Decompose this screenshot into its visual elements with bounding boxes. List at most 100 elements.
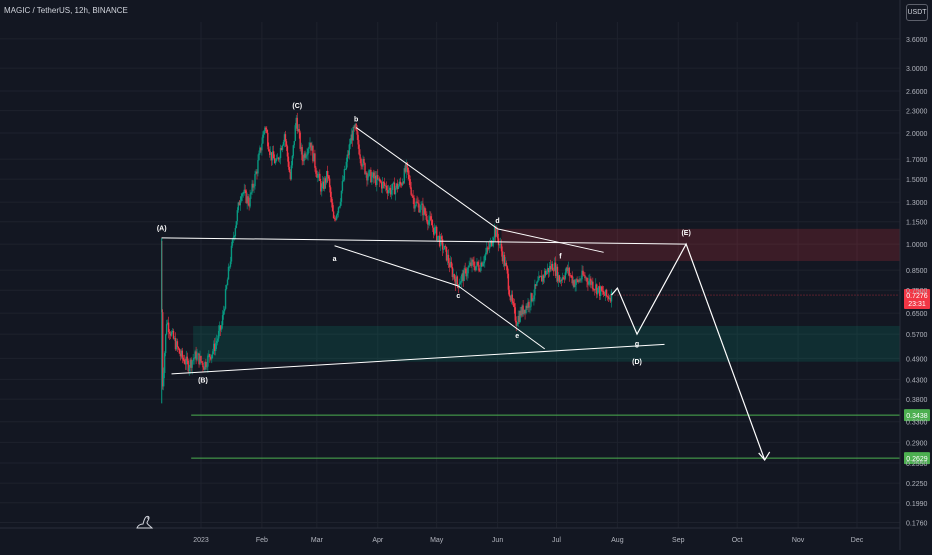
candle-body <box>597 288 599 295</box>
candle-body <box>476 261 478 266</box>
candle-body <box>452 274 455 278</box>
level-price-label: 0.3438 <box>906 413 928 420</box>
candle-body <box>300 147 302 149</box>
candle-body <box>552 270 555 272</box>
candle-body <box>362 158 364 167</box>
candle-body <box>216 340 218 344</box>
candle-body <box>427 221 429 225</box>
candle-body <box>401 182 404 186</box>
candle-body <box>218 325 221 331</box>
symbol-title: MAGIC / TetherUS, 12h, BINANCE <box>4 6 128 15</box>
candle-body <box>511 294 514 302</box>
candle-body <box>380 181 382 183</box>
candle-body <box>606 296 609 298</box>
candle-body <box>188 367 190 372</box>
candle-body <box>208 354 210 356</box>
candle-body <box>209 354 211 358</box>
candle-body <box>480 262 482 271</box>
candle-body <box>341 181 344 191</box>
y-tick-label: 1.5000 <box>906 177 928 184</box>
candle-body <box>535 284 537 286</box>
time-axis[interactable]: 2023 Feb Mar Apr May Jun Jul Aug Sep Oct Nov Dec <box>0 527 900 544</box>
candle-body <box>540 275 542 277</box>
wave-label: (A) <box>157 225 167 232</box>
candle-body <box>454 278 457 286</box>
candle-body <box>549 265 552 270</box>
candle-body <box>444 245 447 247</box>
support-zone <box>193 325 901 362</box>
candle-body <box>384 185 387 187</box>
candle-body <box>412 195 414 198</box>
candle-body <box>598 286 600 289</box>
price-axis[interactable]: 3.6000 3.0000 2.6000 2.3000 2.0000 1.7000 1.50… <box>899 0 928 550</box>
candle-body <box>178 348 181 354</box>
candle-body <box>484 255 486 262</box>
candle-body <box>554 262 557 276</box>
y-tick-label: 1.3000 <box>906 200 928 207</box>
candle-body <box>509 296 512 301</box>
candle-body <box>420 204 422 210</box>
candle-body <box>589 278 591 282</box>
candle-body <box>475 265 477 271</box>
candle-body <box>434 227 436 235</box>
candle-body <box>417 202 419 204</box>
candle-body <box>378 178 380 180</box>
candle-body <box>568 267 570 276</box>
candle-body <box>183 359 186 364</box>
candle-body <box>526 305 528 309</box>
candle-body <box>228 266 231 268</box>
candle-body <box>317 175 319 178</box>
candle-body <box>403 168 405 183</box>
candle-body <box>450 261 453 268</box>
candle-body <box>248 203 250 207</box>
candle-body <box>309 142 311 147</box>
candle-body <box>371 176 373 183</box>
candle-body <box>196 354 198 360</box>
candle-body <box>392 182 395 184</box>
candle-body <box>390 190 393 195</box>
current-price-label: 0.7276 <box>906 293 928 300</box>
x-tick-label: Sep <box>672 537 685 544</box>
candle-body <box>327 176 330 179</box>
candle-body <box>331 202 334 212</box>
candle-body <box>176 341 179 348</box>
candle-body <box>260 147 262 151</box>
x-tick-label: May <box>430 537 444 544</box>
candle-body <box>520 310 522 316</box>
candle-body <box>271 151 274 161</box>
candle-body <box>542 275 544 282</box>
projection <box>611 242 771 461</box>
candle-body <box>164 334 167 354</box>
candle-body <box>206 366 208 368</box>
candle-body <box>335 215 338 220</box>
candle-body <box>177 347 180 349</box>
candle-body <box>491 242 494 246</box>
candle-body <box>522 305 524 315</box>
candle-body <box>570 275 572 277</box>
candle-body <box>340 190 343 202</box>
wave-label: d <box>495 218 499 225</box>
candle-body <box>302 160 304 162</box>
candle-body <box>290 165 293 180</box>
candle-body <box>413 197 415 209</box>
candle-body <box>543 275 545 278</box>
candle-body <box>433 227 435 235</box>
candle-body <box>163 353 166 373</box>
currency-button[interactable]: USDT <box>906 4 928 21</box>
candle-body <box>236 210 239 222</box>
y-tick-label: 0.2900 <box>906 440 928 447</box>
candle-body <box>409 178 411 188</box>
candle-body <box>308 146 310 149</box>
candle-body <box>186 356 188 361</box>
candle-body <box>350 134 352 144</box>
candle-body <box>381 181 384 189</box>
wave-label: e <box>515 333 519 340</box>
candle-body <box>426 215 428 222</box>
candle-body <box>514 307 516 321</box>
candle-body <box>416 201 418 203</box>
y-tick-label: 1.1500 <box>906 220 928 227</box>
candle-body <box>465 268 467 277</box>
tradingview-logo[interactable] <box>135 513 155 529</box>
